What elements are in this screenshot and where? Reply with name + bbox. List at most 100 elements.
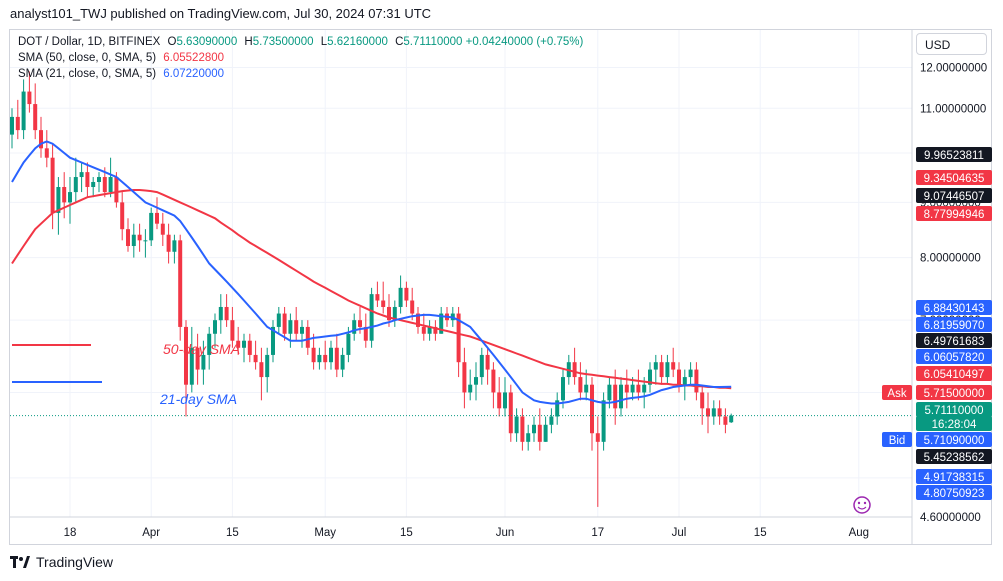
candle-body [595,433,600,442]
candle-body [265,354,270,378]
ask-tag-label: Ask [887,388,906,400]
candle-body [590,384,594,434]
footer-brand: TradingView [36,554,114,570]
candle-body [503,392,507,409]
price-label-text: 5.71500000 [924,388,985,400]
candle-body [79,172,84,178]
price-label-box [916,147,992,162]
candle-body [311,347,316,363]
candle-body [427,326,432,334]
candle-body [497,392,502,409]
legend-sma50-row[interactable]: SMA (50, close, 0, SMA, 5) 6.05522800 [18,50,583,66]
candle-body [619,384,623,409]
price-label-box [916,349,992,364]
candle-body [363,326,368,341]
price-label-text: 9.34504635 [924,173,985,185]
candle-body [15,116,20,131]
legend-sma21-row[interactable]: SMA (21, close, 0, SMA, 5) 6.07220000 [18,66,583,82]
candle-body [398,287,403,307]
price-label-text: 9.96523811 [924,150,984,162]
candle-body [607,384,612,401]
legend-symbol[interactable]: DOT / Dollar, 1D, BITFINEX [18,36,161,48]
legend-sma21-value: 6.07220000 [163,68,225,80]
candle-body [352,320,357,334]
candle-body [648,369,652,385]
candle-body [102,177,107,193]
candle-body [485,354,490,370]
price-label-text: 8.77994946 [924,209,985,221]
candle-body [514,416,519,434]
candle-body [97,177,101,182]
candle-body [50,157,55,213]
candle-body [172,240,177,252]
legend-close-value: 5.71110000 [403,36,463,48]
candle-body [677,369,681,385]
candle-body [491,369,496,393]
candle-body [468,384,473,393]
legend-open-value: 5.63090000 [176,36,238,48]
legend-sma21-label: SMA (21, close, 0, SMA, 5) [18,68,157,80]
candle-body [149,212,154,241]
candle-body [218,306,223,321]
emoji-icon-eye [863,501,867,505]
candle-body [369,294,374,341]
ask-tag-box [882,385,912,400]
price-label-box [916,469,992,484]
candle-body [346,333,351,355]
x-tick-label: 15 [754,527,767,539]
x-tick-label: 18 [64,527,77,539]
price-label-text: 6.06057820 [924,352,985,364]
x-tick-label: Apr [142,527,160,539]
legend-high-label: H [244,36,253,48]
candle-body [85,172,90,188]
chart-frame [9,29,992,545]
candle-body [160,223,165,235]
candle-body [247,340,252,355]
candle-body [259,362,264,378]
price-label-box [916,449,992,464]
price-label-box [916,402,992,417]
candle-body [207,333,212,355]
legend-close-label: C [395,36,404,48]
candle-body [230,320,235,341]
candle-body [717,408,722,417]
candle-body [271,326,275,355]
candle-body [549,416,554,425]
candle-body [73,177,78,193]
candle-body [166,234,171,252]
candle-body [143,240,148,242]
candle-body [56,187,61,213]
candle-body [294,320,299,334]
candle-body [120,202,125,230]
price-label-text: 4.80750923 [924,488,985,500]
candle-body [213,320,217,334]
candle-body [630,384,635,393]
candle-body [682,377,687,385]
price-label-box [916,300,992,315]
currency-button[interactable]: USD [916,33,987,55]
x-tick-label: 15 [400,527,413,539]
legend-high-value: 5.73500000 [252,36,314,48]
candle-body [474,377,478,385]
candle-body [439,313,444,334]
footer: TradingView [10,554,113,570]
price-label-text: 6.49761683 [924,336,985,348]
candle-body [195,347,200,370]
candle-body [323,354,328,363]
price-label-box [916,188,992,203]
candle-body [694,369,699,393]
publish-caption: analyst101_TWJ published on TradingView.… [10,6,432,21]
candle-body [305,326,310,348]
candle-body [126,229,130,247]
candle-body [416,313,420,327]
price-label-box [916,206,992,221]
emoji-icon[interactable] [853,496,871,514]
candle-body [433,326,438,334]
x-tick-label: 15 [226,527,239,539]
candle-body [706,408,710,417]
x-tick-label: Jul [672,527,687,539]
x-tick-label: Aug [849,527,869,539]
price-label-box [916,385,992,400]
candle-body [642,384,647,393]
